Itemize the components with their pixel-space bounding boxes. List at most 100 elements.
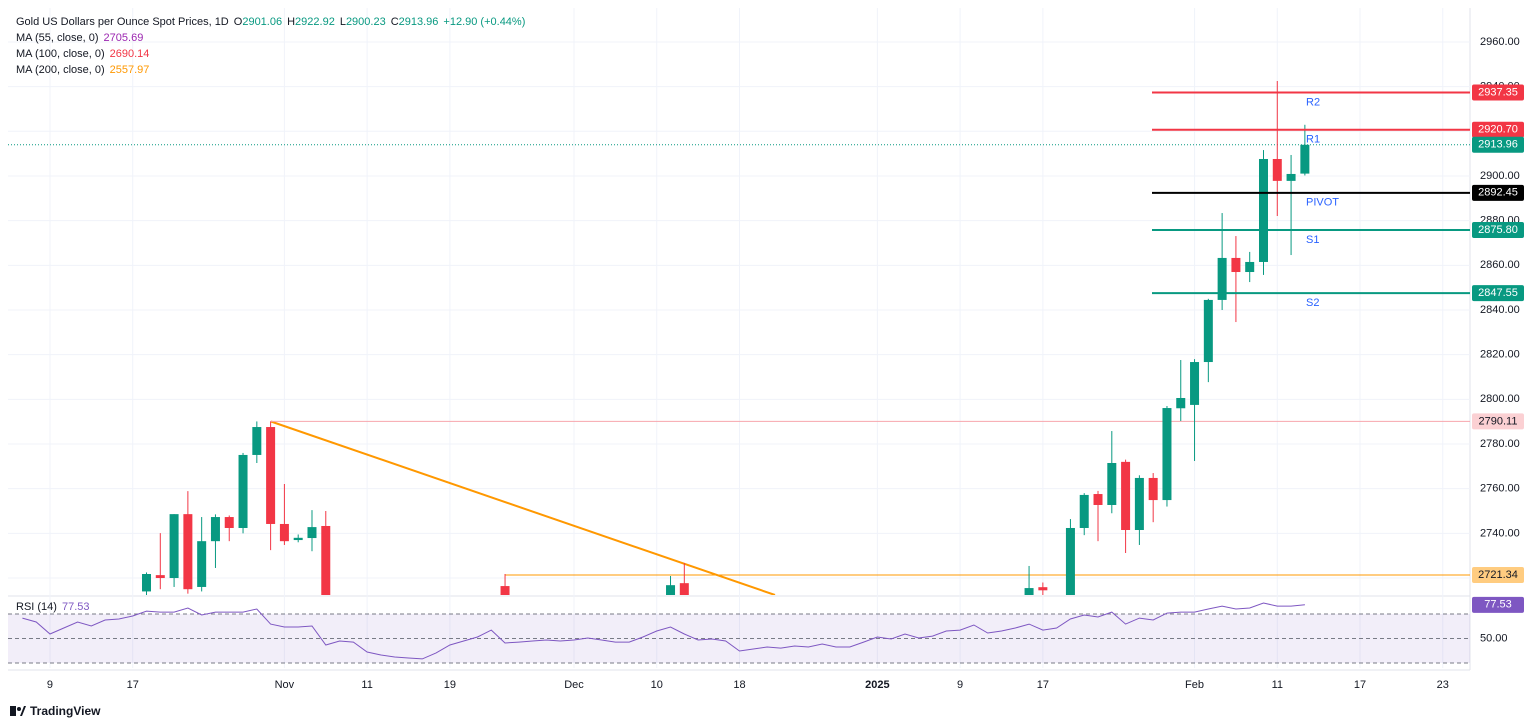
candle-body: [1245, 261, 1255, 273]
title: Gold US Dollars per Ounce Spot Prices, 1…: [16, 16, 229, 28]
ohlc-label: C: [390, 16, 399, 28]
x-tick-label: 11: [361, 679, 372, 691]
candle-body: [1065, 527, 1075, 595]
candle-body: [1190, 362, 1200, 405]
candle-body: [1286, 173, 1296, 181]
x-tick-label: 17: [127, 679, 139, 691]
footer: TradingView: [10, 704, 100, 718]
candle-body: [666, 585, 676, 595]
rsi-panel: [8, 602, 1470, 664]
price-box: [1472, 84, 1524, 101]
candle-body: [197, 541, 207, 587]
candle-body: [142, 574, 152, 592]
x-tick-label: Feb: [1185, 679, 1204, 691]
price-box-label: 2847.55: [1478, 287, 1518, 299]
ma-name: MA (100, close, 0): [16, 48, 105, 60]
candle-body: [1038, 587, 1048, 591]
price-box-label: 2892.45: [1478, 187, 1518, 199]
price-box-label: 2937.35: [1478, 86, 1518, 98]
change: +12.90 (+0.44%): [443, 16, 526, 28]
price-box: [1472, 222, 1524, 239]
candle-body: [1231, 257, 1241, 273]
rsi-line: [22, 602, 1305, 660]
x-tick-label: 19: [444, 679, 456, 691]
candle-body: [1148, 477, 1158, 501]
price-box: [1472, 567, 1524, 584]
price-box: [1472, 413, 1524, 430]
candle-body: [210, 517, 220, 542]
candle-body: [1079, 494, 1089, 528]
y-tick-label: 2740.00: [1480, 527, 1520, 539]
candle-body: [1217, 257, 1227, 300]
logo: [10, 706, 26, 716]
price-box: [1472, 121, 1524, 138]
y-tick-label: 2780.00: [1480, 438, 1520, 450]
y-tick-label: 2860.00: [1480, 259, 1520, 271]
x-tick-label: 11: [1272, 679, 1283, 691]
candle-body: [1300, 144, 1310, 174]
candle-body: [1121, 461, 1131, 531]
rsi-box-label: 77.53: [1484, 599, 1512, 611]
candle-body: [1162, 408, 1172, 501]
candle-body: [238, 454, 248, 528]
close-value: 2913.96: [398, 16, 439, 28]
price-box-label: 2790.11: [1479, 415, 1518, 427]
candle-body: [1258, 158, 1268, 262]
candle-body: [307, 527, 317, 539]
x-tick-label: 10: [651, 679, 663, 691]
axes: 2720.002740.002760.002780.002800.002820.…: [47, 36, 1524, 691]
y-tick-label: 2820.00: [1480, 349, 1520, 361]
ma-legend: MA (55, close, 0) 2705.69 MA (100, close, …: [16, 30, 154, 78]
ma-name: MA (200, close, 0): [16, 64, 105, 76]
ma-row: MA (55, close, 0) 2705.69: [16, 30, 154, 46]
price-box-label: 2920.70: [1478, 124, 1518, 136]
x-tick-label: 9: [47, 679, 53, 691]
rsi-value: 77.53: [61, 601, 90, 613]
x-tick-label: 9: [957, 679, 963, 691]
price-box: [1472, 136, 1524, 153]
candle-body: [1093, 494, 1103, 505]
candle-body: [224, 517, 234, 528]
ohlc-label: L: [339, 16, 346, 28]
y-tick-label: 2800.00: [1480, 393, 1520, 405]
level-name: S1: [1306, 234, 1319, 246]
level-name: S2: [1306, 297, 1319, 309]
high-value: 2922.92: [295, 16, 335, 28]
x-tick-label: 18: [733, 679, 745, 691]
rsi-box: [1472, 596, 1524, 613]
price-box-label: 2913.96: [1478, 139, 1518, 151]
x-tick-label: Nov: [275, 679, 295, 691]
rsi-name: RSI (14): [16, 601, 57, 613]
price-box-label: 2721.34: [1478, 569, 1518, 581]
candle-body: [679, 583, 689, 595]
price-box-label: 2875.80: [1478, 224, 1518, 236]
ma-row: MA (200, close, 0) 2557.97: [16, 62, 154, 78]
candle-body: [1176, 397, 1186, 409]
ohlc-label: H: [287, 16, 296, 28]
x-tick-label: 17: [1354, 679, 1366, 691]
low-value: 2900.23: [345, 16, 386, 28]
x-tick-label: 23: [1437, 679, 1449, 691]
brand: TradingView: [30, 704, 101, 718]
candle-body: [321, 525, 331, 595]
y-tick-label: 2760.00: [1480, 483, 1520, 495]
ohlc-label: O: [233, 16, 243, 28]
candle-body: [293, 537, 303, 541]
level-name: PIVOT: [1306, 197, 1339, 209]
rsi-legend: RSI (14) 77.53: [16, 599, 95, 615]
candle-body: [252, 427, 262, 455]
candle-body: [500, 586, 510, 595]
y-tick-label: 2840.00: [1480, 304, 1520, 316]
candle-body: [266, 427, 276, 524]
x-tick-label: 17: [1037, 679, 1049, 691]
level-name: R2: [1306, 96, 1320, 108]
price-box: [1472, 184, 1524, 201]
ma-value: 2705.69: [103, 32, 144, 44]
candle-body: [1134, 477, 1144, 531]
ma-name: MA (55, close, 0): [16, 32, 99, 44]
candle-body: [155, 575, 165, 579]
candle-body: [1203, 299, 1213, 363]
header-legend: Gold US Dollars per Ounce Spot Prices, 1…: [16, 14, 530, 30]
